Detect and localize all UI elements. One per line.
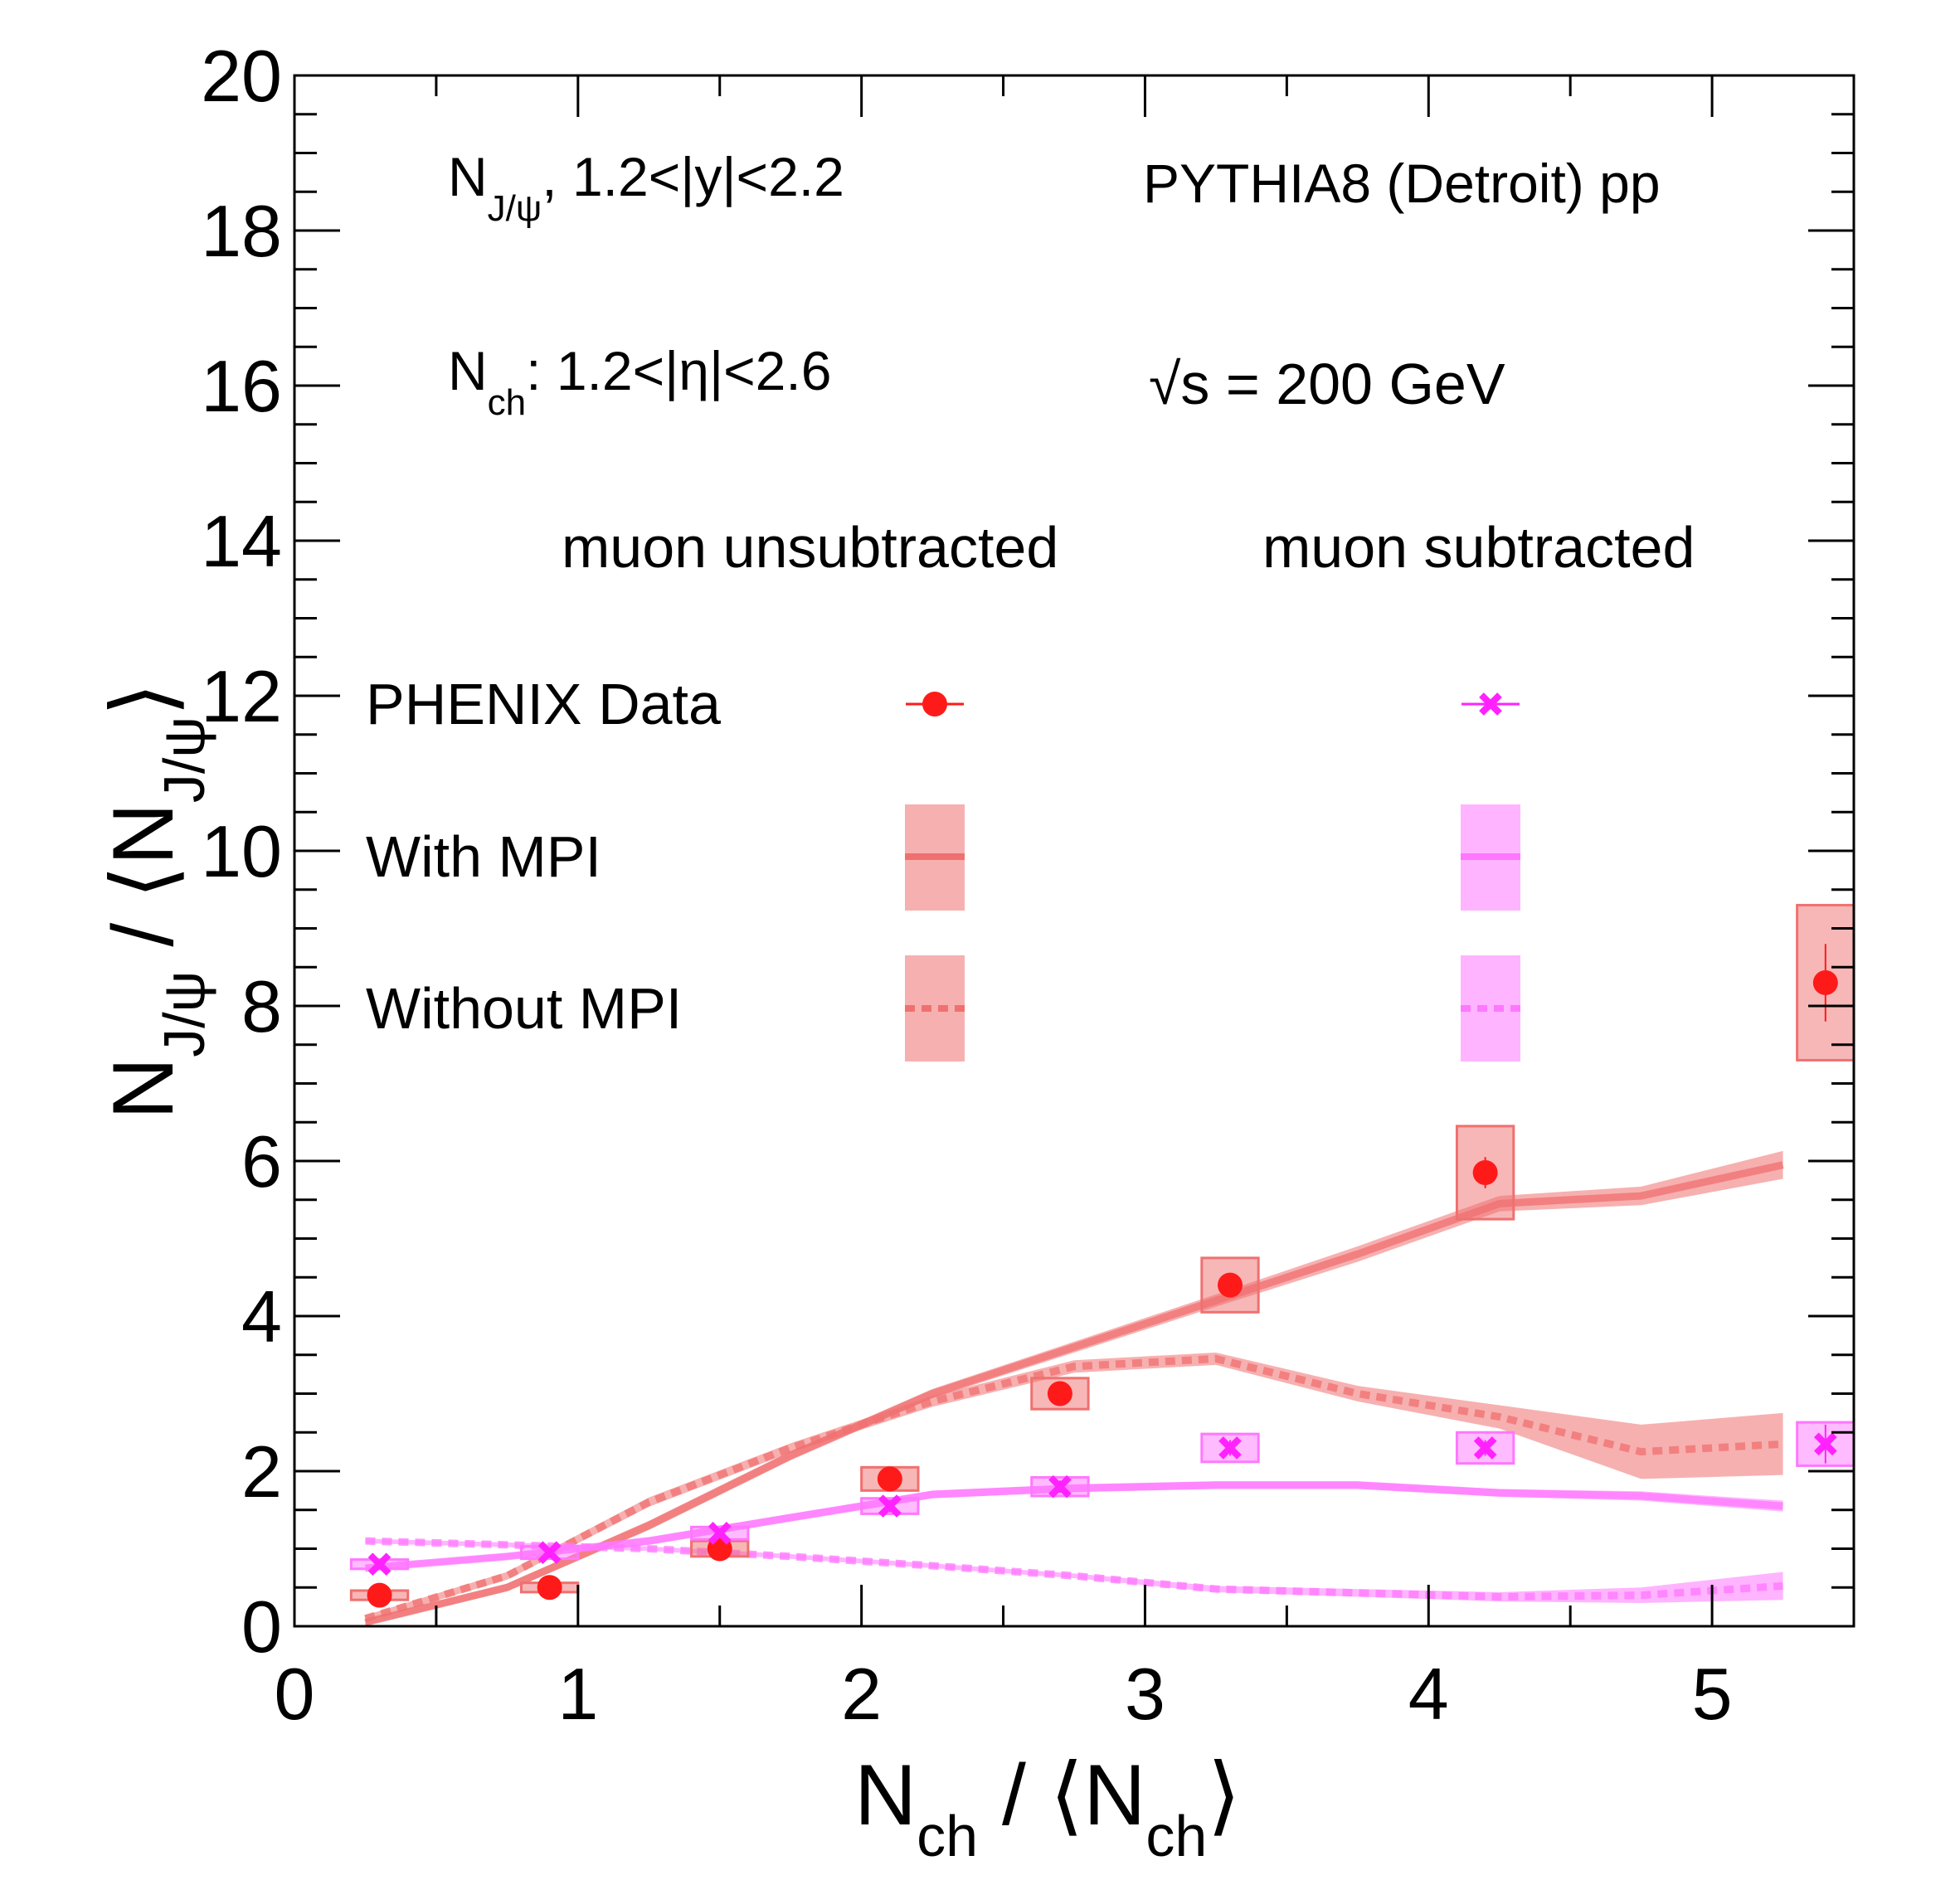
y-tick-label: 8	[241, 965, 282, 1047]
x-tick-label: 4	[1408, 1653, 1449, 1735]
axis-ticks	[293, 74, 1855, 1628]
x-tick-label: 3	[1125, 1653, 1165, 1735]
y-tick-label: 2	[241, 1431, 282, 1513]
x-axis-title: Nch / ⟨Nch⟩	[854, 1747, 1241, 1868]
data-point-unsubtracted	[1472, 1160, 1498, 1186]
data-point-unsubtracted	[1812, 969, 1838, 995]
data-point-unsubtracted	[1047, 1381, 1072, 1406]
data-point-unsubtracted	[877, 1466, 902, 1492]
data-point-subtracted	[1218, 1436, 1242, 1460]
y-tick-label: 0	[241, 1586, 282, 1668]
legend-row-data: PHENIX Data	[366, 672, 721, 736]
data-point-subtracted	[1473, 1436, 1497, 1460]
data-point-subtracted	[1813, 1432, 1837, 1456]
data-point-subtracted	[537, 1541, 562, 1565]
data-point-unsubtracted	[367, 1582, 392, 1608]
data-point-unsubtracted	[1218, 1272, 1243, 1298]
legend-symbols	[905, 692, 1520, 1061]
nch-annotation: Nch: 1.2<|η|<2.6	[448, 340, 831, 423]
generator-annotation: PYTHIA8 (Detroit) pp	[1143, 153, 1661, 214]
energy-annotation: √s = 200 GeV	[1149, 352, 1505, 416]
legend-row-without-mpi: Without MPI	[366, 976, 682, 1041]
legend-header-subtracted: muon subtracted	[1262, 515, 1695, 580]
y-tick-label: 14	[201, 500, 282, 582]
y-tick-label: 6	[241, 1120, 282, 1202]
data-points	[367, 944, 1838, 1608]
data-point-unsubtracted	[537, 1575, 562, 1601]
data-point-subtracted	[1048, 1474, 1072, 1499]
model-line	[364, 1354, 1783, 1622]
data-point-subtracted	[367, 1552, 392, 1576]
y-tick-label: 12	[201, 655, 282, 737]
x-tick-label: 0	[275, 1653, 315, 1735]
x-tick-label: 5	[1692, 1653, 1733, 1735]
y-axis-title: NJ/ψ / ⟨NJ/ψ⟩	[95, 683, 216, 1120]
y-tick-label: 18	[201, 190, 282, 272]
legend-data-sub-marker	[1479, 692, 1502, 716]
x-tick-label: 2	[841, 1653, 882, 1735]
y-tick-label: 4	[241, 1275, 282, 1358]
data-point-subtracted	[878, 1494, 902, 1518]
legend-header-unsubtracted: muon unsubtracted	[562, 515, 1058, 580]
y-tick-label: 16	[201, 345, 282, 427]
data-point-subtracted	[708, 1521, 732, 1545]
legend-data-unsub-marker	[922, 692, 947, 717]
model-line	[365, 1537, 1783, 1601]
y-tick-label: 10	[201, 810, 282, 892]
x-tick-label: 1	[557, 1653, 598, 1735]
jpsi-annotation: NJ/ψ, 1.2<|y|<2.2	[448, 146, 844, 229]
legend-row-with-mpi: With MPI	[366, 824, 601, 889]
y-tick-label: 20	[201, 35, 282, 117]
